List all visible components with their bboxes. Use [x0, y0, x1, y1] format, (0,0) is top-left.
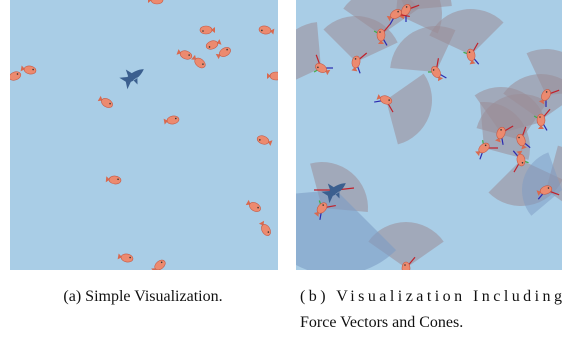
- caption-b-line: (b) Visualization Including: [300, 288, 562, 305]
- fish-body: [377, 29, 385, 41]
- fish-eye: [379, 31, 381, 33]
- fish-body: [537, 114, 545, 126]
- fish-body: [270, 72, 282, 80]
- caption-b-line: Force Vectors and Cones.: [300, 314, 463, 331]
- figure: (a) Simple Visualization. (b) Visualizat…: [0, 0, 574, 340]
- page: (a) Simple Visualization. (b) Visualizat…: [0, 0, 574, 340]
- fish-body: [402, 262, 410, 274]
- panel-a: [10, 0, 278, 270]
- fish: [402, 262, 410, 277]
- fish-eye: [202, 30, 204, 32]
- fish-tail: [403, 273, 409, 277]
- caption-a: (a) Simple Visualization.: [63, 288, 222, 305]
- fish-body: [200, 26, 212, 34]
- fish-eye: [404, 264, 406, 266]
- fish-eye: [278, 74, 280, 76]
- fish-eye: [539, 116, 541, 118]
